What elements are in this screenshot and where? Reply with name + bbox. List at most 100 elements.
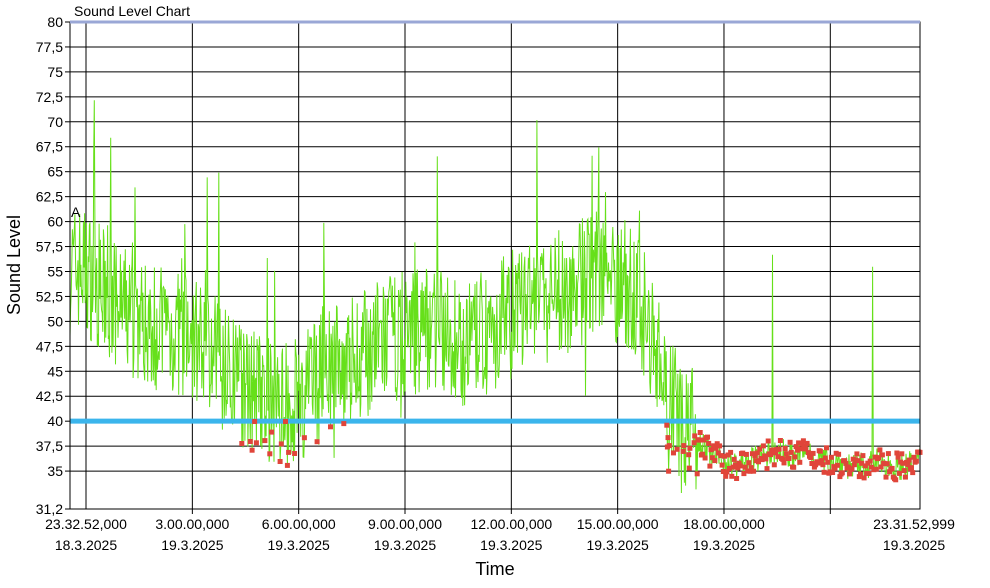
below-threshold-marker: [341, 421, 347, 427]
below-threshold-marker: [825, 459, 831, 465]
y-tick-label: 52,5: [36, 288, 63, 304]
y-axis-ticks: 31,2 35 37,5 40 42,5 45 47,5 50 52,5 55 57,5 60 62,5…: [36, 14, 70, 517]
below-threshold-marker: [775, 454, 781, 460]
x-tick-date-label: 19.3.2025: [693, 537, 755, 553]
below-threshold-marker: [277, 459, 283, 464]
y-tick-label: 47,5: [36, 338, 63, 354]
y-tick-label: 57,5: [36, 239, 63, 255]
below-threshold-marker: [820, 462, 826, 468]
below-threshold-marker: [284, 462, 290, 468]
below-threshold-marker: [763, 456, 769, 462]
below-threshold-marker: [764, 466, 770, 472]
y-tick-label: 77,5: [36, 39, 63, 55]
below-threshold-marker: [712, 458, 718, 464]
below-threshold-marker: [889, 465, 895, 471]
below-threshold-marker: [821, 469, 827, 475]
below-threshold-marker: [686, 465, 692, 471]
below-threshold-marker: [722, 453, 727, 459]
marker-layer: [239, 419, 923, 483]
below-threshold-marker: [666, 443, 672, 449]
below-threshold-marker: [910, 470, 916, 476]
below-threshold-marker: [752, 453, 758, 459]
y-axis-title: Sound Level: [4, 215, 24, 315]
y-tick-label: 31,2: [36, 501, 63, 517]
below-threshold-marker: [757, 446, 763, 452]
y-tick-label: 62,5: [36, 189, 63, 205]
grid: [70, 22, 920, 509]
below-threshold-marker: [842, 458, 848, 464]
below-threshold-marker: [836, 451, 842, 457]
x-tick-date-label: 19.3.2025: [587, 537, 649, 553]
below-threshold-marker: [283, 419, 288, 424]
below-threshold-marker: [804, 440, 810, 446]
below-threshold-marker: [798, 446, 804, 452]
below-threshold-marker: [713, 445, 719, 451]
below-threshold-marker: [867, 458, 873, 464]
below-threshold-marker: [819, 458, 825, 464]
below-threshold-marker: [781, 460, 787, 466]
marker-label-a: A: [71, 204, 81, 220]
below-threshold-marker: [817, 448, 823, 454]
below-threshold-marker: [901, 468, 907, 474]
below-threshold-marker: [837, 474, 843, 480]
below-threshold-marker: [866, 471, 872, 476]
below-threshold-marker: [674, 446, 680, 452]
below-threshold-marker: [751, 468, 757, 474]
below-threshold-marker: [754, 450, 760, 456]
below-threshold-marker: [734, 476, 740, 481]
below-threshold-marker: [883, 474, 889, 480]
below-threshold-marker: [794, 447, 800, 453]
below-threshold-marker: [756, 459, 761, 465]
below-threshold-marker: [718, 453, 724, 459]
x-tick-time-label: 23.31.52,999: [873, 516, 955, 532]
below-threshold-marker: [292, 451, 298, 456]
x-tick-date-label: 19.3.2025: [480, 537, 542, 553]
y-tick-label: 80: [47, 14, 63, 30]
below-threshold-marker: [239, 441, 245, 446]
below-threshold-marker: [877, 447, 883, 453]
below-threshold-marker: [719, 462, 725, 468]
below-threshold-marker: [906, 457, 912, 463]
below-threshold-marker: [702, 455, 708, 461]
below-threshold-marker: [783, 451, 789, 457]
below-threshold-marker: [742, 464, 748, 470]
below-threshold-marker: [851, 462, 857, 468]
below-threshold-marker: [728, 449, 734, 455]
x-axis-title: Time: [475, 559, 514, 579]
below-threshold-marker: [687, 445, 693, 451]
below-threshold-marker: [800, 438, 806, 444]
below-threshold-marker: [909, 465, 914, 471]
below-threshold-marker: [847, 471, 853, 477]
below-threshold-marker: [736, 460, 742, 466]
below-threshold-marker: [913, 458, 919, 464]
below-threshold-marker: [746, 460, 752, 466]
chart-title: Sound Level Chart: [74, 3, 190, 19]
below-threshold-marker: [715, 450, 721, 456]
below-threshold-marker: [796, 440, 802, 446]
below-threshold-marker: [832, 465, 838, 471]
below-threshold-marker: [803, 446, 809, 452]
below-threshold-marker: [691, 440, 697, 446]
below-threshold-marker: [808, 455, 814, 460]
below-threshold-marker: [765, 438, 771, 444]
below-threshold-marker: [741, 471, 747, 477]
below-threshold-marker: [665, 435, 671, 441]
below-threshold-marker: [900, 460, 906, 466]
below-threshold-marker: [793, 444, 799, 450]
below-threshold-marker: [737, 463, 743, 469]
below-threshold-marker: [748, 465, 754, 471]
below-threshold-marker: [860, 453, 866, 459]
below-threshold-marker: [879, 452, 885, 458]
below-threshold-marker: [700, 451, 706, 457]
x-tick-date-label: 19.3.2025: [374, 537, 436, 553]
below-threshold-marker: [759, 457, 765, 463]
below-threshold-marker: [709, 455, 715, 461]
below-threshold-marker: [692, 433, 698, 439]
below-threshold-marker: [253, 440, 259, 446]
below-threshold-marker: [878, 464, 884, 470]
below-threshold-marker: [247, 439, 253, 444]
below-threshold-marker: [809, 461, 815, 466]
below-threshold-marker: [849, 466, 855, 472]
below-threshold-marker: [771, 462, 777, 468]
below-threshold-marker: [249, 447, 255, 453]
